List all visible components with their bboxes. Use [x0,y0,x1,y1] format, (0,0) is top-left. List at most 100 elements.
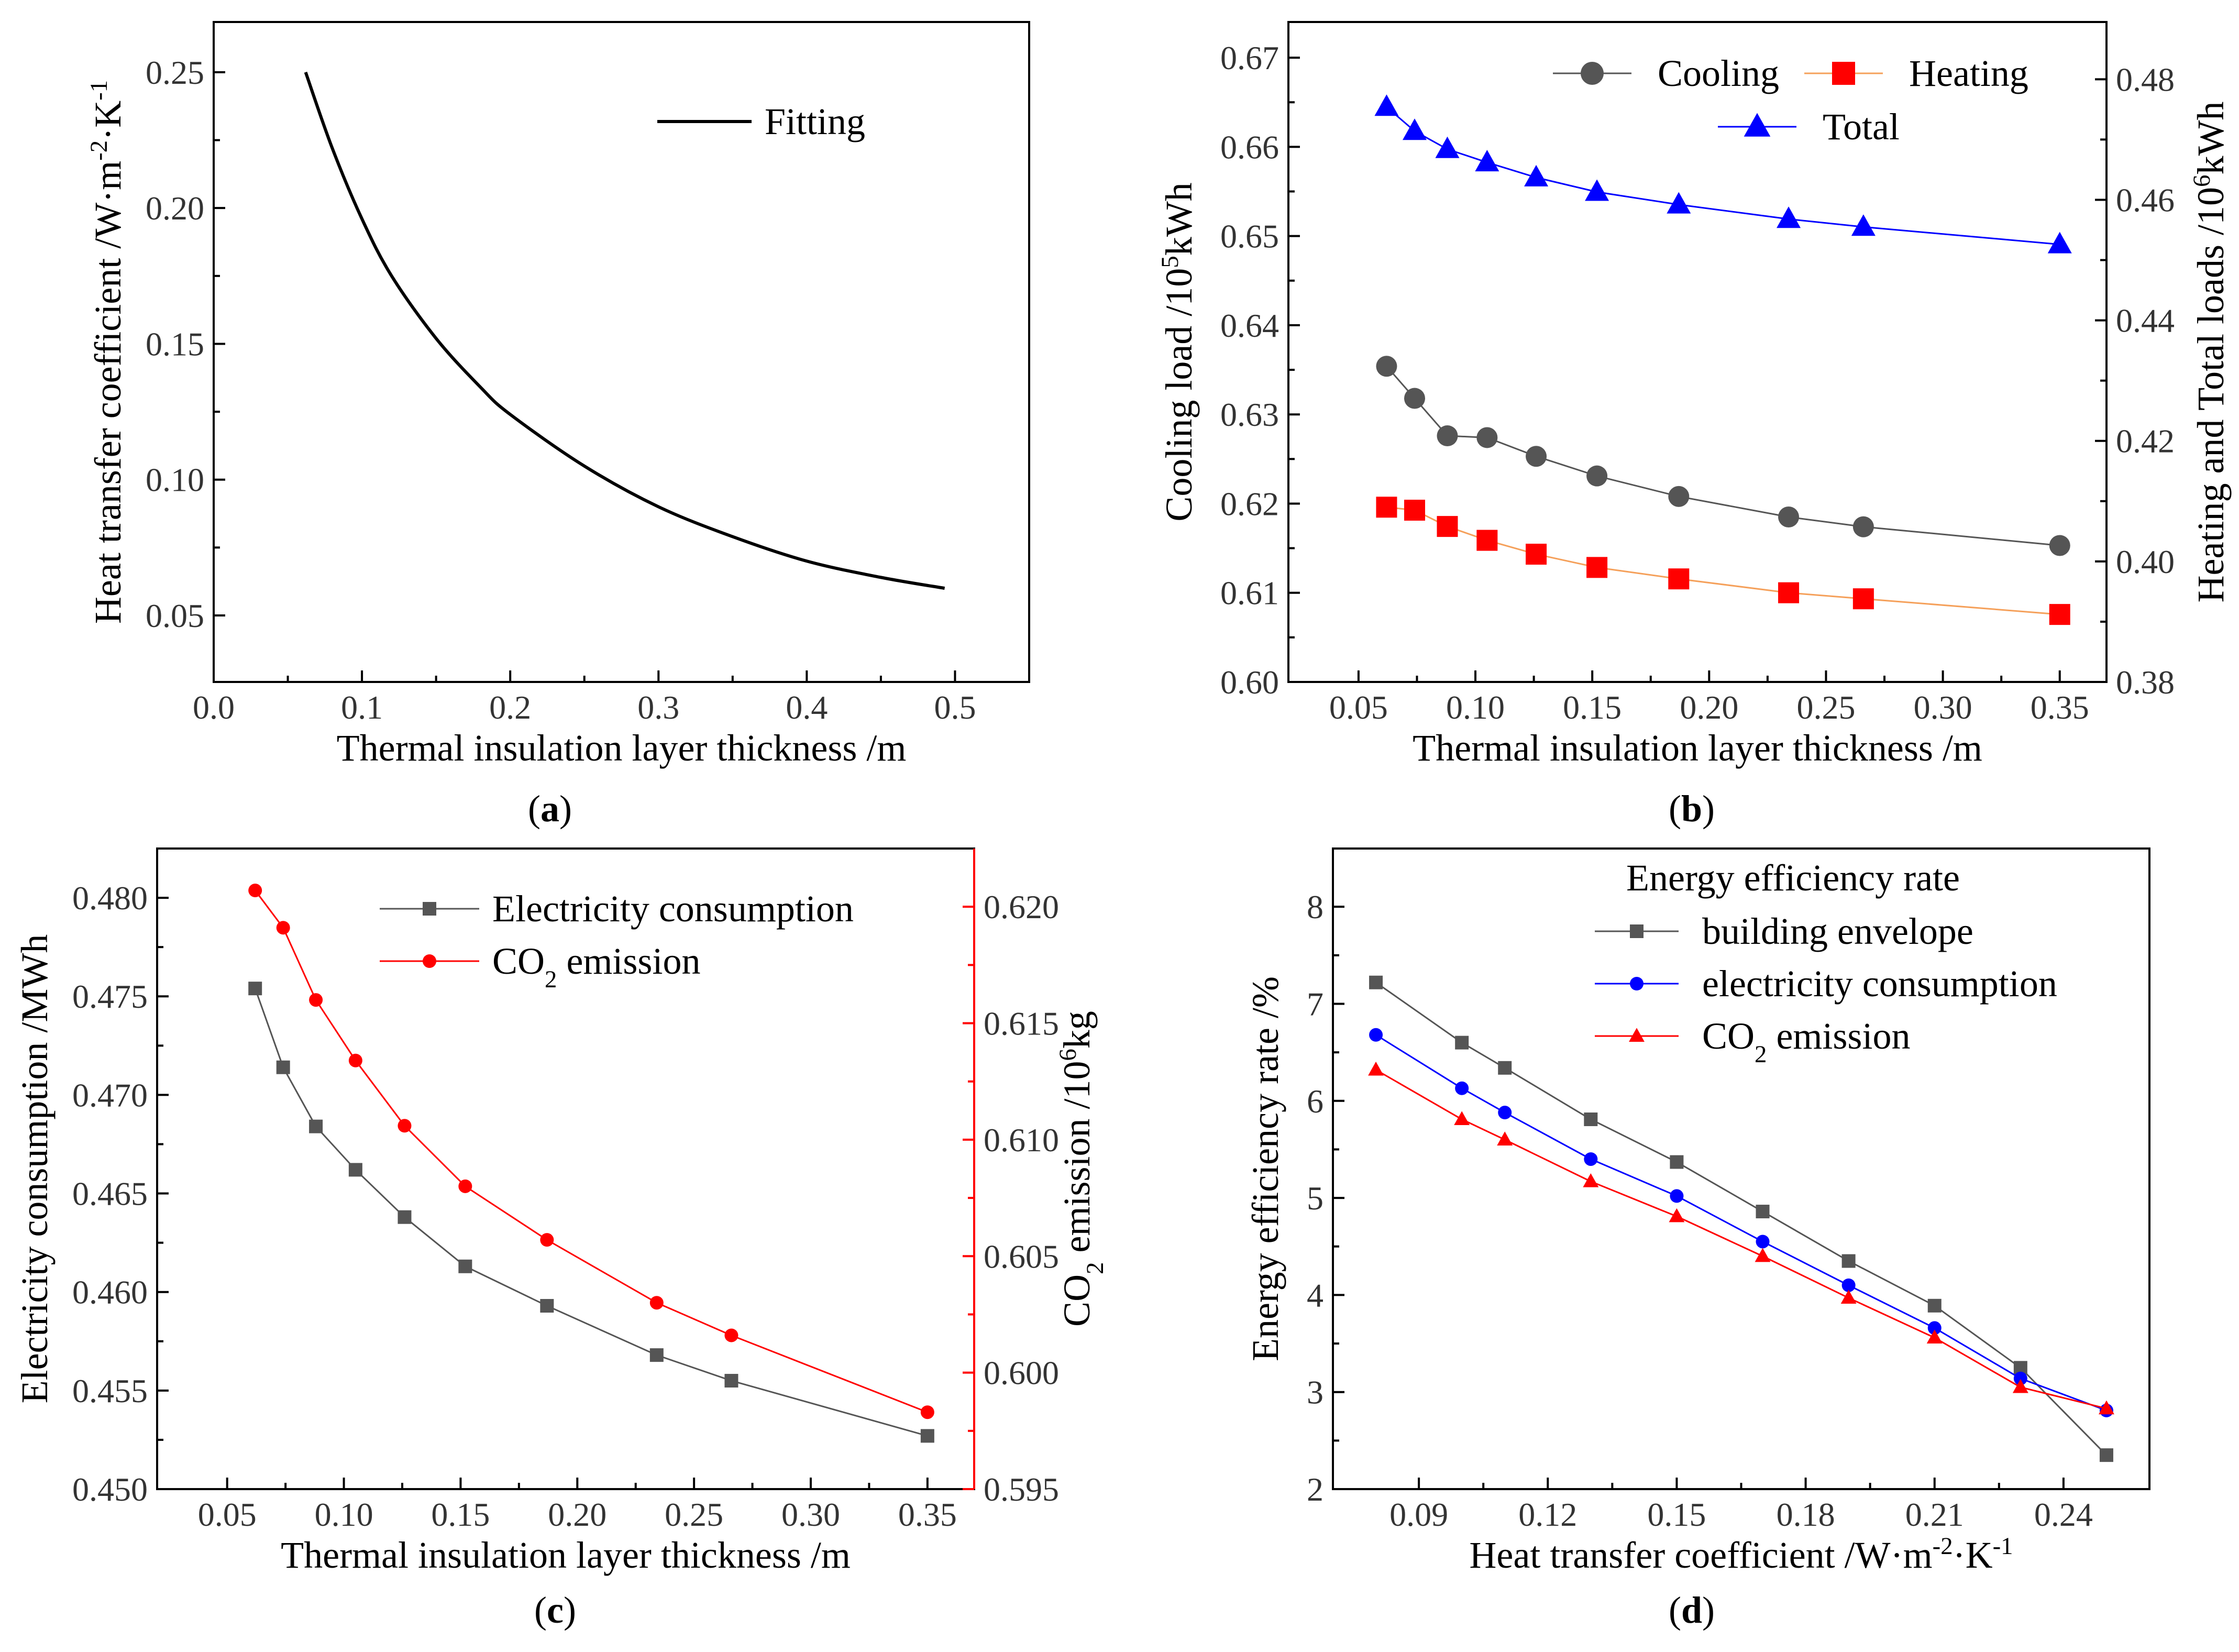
y2-tick-label: 0.40 [2116,543,2175,580]
data-point-electricity-consumption [248,982,262,996]
y-tick-label: 0.63 [1220,396,1279,433]
data-point-electricity-consumption [1584,1152,1598,1166]
legend-marker [1581,62,1604,85]
data-point-electricity-consumption [276,1060,290,1074]
legend-marker [423,954,436,968]
data-point-electricity-consumption [1369,1028,1383,1042]
data-point-co-emission [2098,1400,2114,1415]
legend-label: CO2 emission [492,940,700,993]
x-tick-label: 0.20 [548,1496,606,1533]
x-tick-label: 0.25 [1796,689,1855,726]
x-axis-title: Thermal insulation layer thickness /m [1413,727,1982,769]
data-point-heating [1376,497,1397,518]
data-point-cooling [1404,388,1425,409]
chart-d: 0.09 0.12 0.15 0.18 0.21 0.24 2 3 4 5 6 7 8 Heat tran… [1244,847,2150,1631]
y-tick-label: 5 [1307,1180,1323,1217]
x-tick-label: 0.1 [341,689,383,726]
data-point-co-emission [348,1053,362,1067]
data-point-co-emission [1497,1131,1513,1146]
y-axis-title: Electricity consumption /MWh [14,934,56,1404]
y2-tick-label: 0.605 [984,1238,1059,1275]
data-point-total [1585,179,1609,201]
data-point-building-envelope [1498,1061,1512,1075]
legend-marker [423,902,436,916]
data-point-cooling [1852,516,1874,537]
data-point-electricity-consumption [309,1119,323,1133]
data-point-total [1402,118,1427,140]
x-tick-label: 0.35 [2031,689,2089,726]
data-point-co-emission [1583,1173,1599,1187]
x-tick-label: 0.2 [489,689,531,726]
data-point-total [1435,136,1460,158]
data-point-electricity-consumption [458,1259,472,1273]
y-tick-label: 0.10 [146,461,204,499]
y2-axis-title: Heating and Total loads /106kWh [2188,102,2232,603]
legend-label: Total [1823,106,1900,148]
x-tick-label: 0.20 [1680,689,1738,726]
y2-tick-label: 0.42 [2116,423,2175,460]
y-tick-label: 0.15 [146,325,204,362]
x-tick-label: 0.30 [1914,689,1972,726]
y-axis-title: Heat transfer coefficient /W·m-2·K-1 [85,80,129,624]
data-point-total [1524,164,1549,186]
y-tick-label: 0.470 [72,1076,148,1114]
data-point-co-emission [458,1179,472,1193]
y-tick-label: 0.465 [72,1175,148,1213]
series-line-fitting [304,71,945,590]
data-point-total [1374,94,1399,116]
x-tick-label: 0.09 [1389,1496,1448,1533]
panel-caption: (a) [528,788,572,830]
data-point-co-emission [1840,1290,1857,1304]
data-point-building-envelope [1455,1036,1469,1050]
data-point-cooling [1376,356,1397,377]
data-point-co-emission [649,1296,664,1310]
y2-tick-label: 0.600 [984,1354,1059,1392]
y-tick-label: 3 [1307,1374,1323,1411]
y-tick-label: 2 [1307,1471,1323,1508]
x-axis-title: Thermal insulation layer thickness /m [281,1534,851,1576]
series-line-heating [1386,506,2060,615]
data-point-electricity-consumption [1756,1235,1770,1249]
y2-tick-label: 0.48 [2116,61,2175,98]
data-point-building-envelope [1841,1254,1856,1268]
x-tick-label: 0.30 [781,1496,840,1533]
data-point-electricity-consumption [724,1374,738,1388]
data-point-cooling [1668,486,1690,507]
series-line-building-envelope [1375,982,2108,1456]
data-point-co-emission [724,1328,738,1342]
x-tick-label: 0.5 [934,689,976,726]
data-point-electricity-consumption [398,1210,412,1224]
legend-label: electricity consumption [1702,963,2057,1005]
y-tick-label: 0.20 [146,190,204,227]
data-point-cooling [1476,427,1498,448]
x-tick-label: 0.24 [2034,1496,2093,1533]
x-tick-label: 0.10 [1446,689,1505,726]
x-tick-label: 0.15 [1563,689,1622,726]
data-point-co-emission [920,1405,934,1419]
series-line-co-emission [1375,1069,2107,1409]
data-point-total [1475,150,1499,172]
data-point-electricity-consumption [2013,1371,2027,1385]
y-tick-label: 4 [1307,1276,1323,1314]
y-tick-label: 0.480 [72,879,148,917]
data-point-co-emission [398,1119,412,1133]
data-point-co-emission [1454,1111,1470,1126]
y2-tick-label: 0.46 [2116,181,2175,218]
data-point-co-emission [1926,1329,1943,1343]
data-point-co-emission [540,1233,554,1247]
data-point-cooling [2049,535,2070,556]
data-point-co-emission [2012,1379,2028,1393]
y-axis-title: Energy efficiency rate /% [1244,976,1286,1361]
y-tick-label: 0.460 [72,1274,148,1311]
y2-tick-label: 0.615 [984,1005,1059,1042]
x-tick-label: 0.05 [1329,689,1388,726]
y-tick-label: 0.67 [1220,39,1279,76]
data-point-cooling [1586,465,1608,487]
chart-c: 0.05 0.10 0.15 0.20 0.25 0.30 0.35 0.450 0.455 0.… [14,847,1109,1631]
data-point-heating [1778,582,1800,603]
data-point-heating [1476,530,1498,551]
y-tick-label: 0.66 [1220,128,1279,166]
data-point-heating [2049,604,2070,625]
series-line-electricity-consumption [254,988,928,1437]
